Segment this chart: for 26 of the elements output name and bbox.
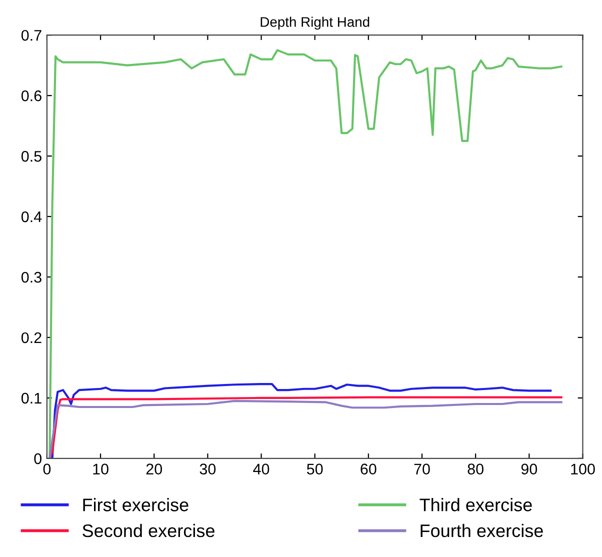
legend-label: First exercise <box>83 498 188 512</box>
x-tick-label: 80 <box>468 464 484 474</box>
y-tick-label: 0.4 <box>21 211 42 222</box>
chart-title: Depth Right Hand <box>260 16 370 30</box>
x-tick-label: 70 <box>414 464 430 474</box>
x-tick-label: 20 <box>146 464 162 474</box>
y-tick-label: 0.2 <box>21 332 42 344</box>
x-tick-label: 30 <box>200 464 216 474</box>
y-tick-label: 0 <box>34 453 42 464</box>
x-tick-label: 100 <box>571 464 595 474</box>
x-tick-label: 10 <box>93 464 108 474</box>
legend-label: Second exercise <box>82 524 214 538</box>
y-tick-label: 0.7 <box>21 30 42 41</box>
x-tick-label: 90 <box>521 464 538 474</box>
legend-label: Fourth exercise <box>420 524 543 538</box>
line-series <box>48 49 562 458</box>
x-tick-label: 50 <box>306 464 323 474</box>
x-tick-label: 60 <box>360 464 376 474</box>
x-tick-label: 40 <box>253 464 270 474</box>
x-tick-label: 0 <box>43 464 51 474</box>
y-tick-label: 0.1 <box>21 392 42 404</box>
legend-label: Third exercise <box>420 498 532 512</box>
y-tick-label: 0.6 <box>21 90 42 102</box>
y-tick-label: 0.3 <box>21 272 42 283</box>
line-series <box>51 382 552 458</box>
y-tick-label: 0.5 <box>21 150 42 162</box>
